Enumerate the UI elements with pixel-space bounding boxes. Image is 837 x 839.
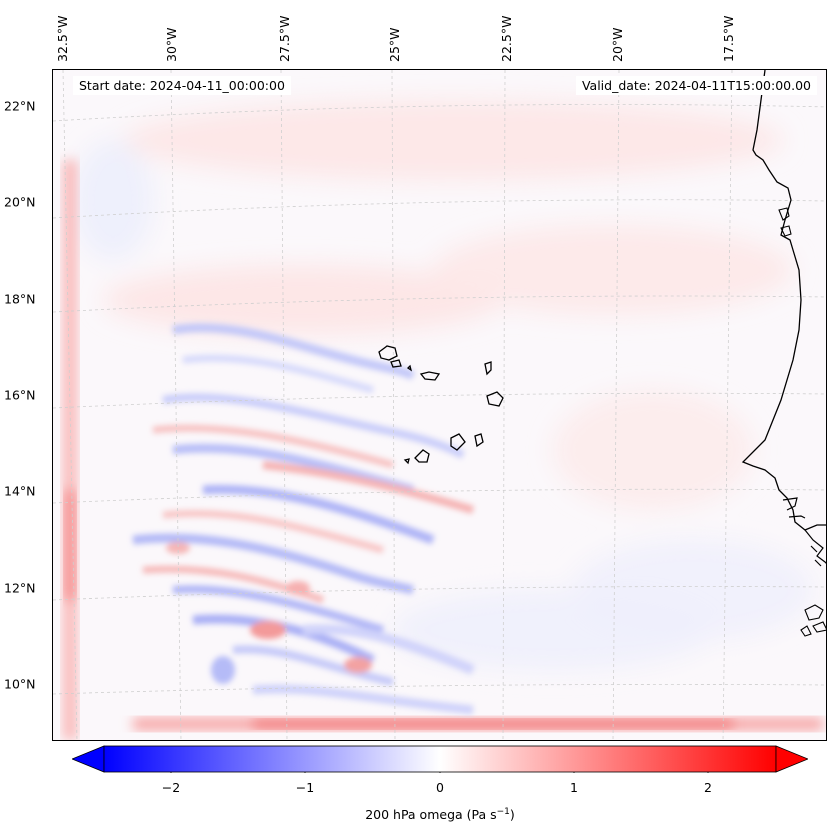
lat-label-14n: 14°N (4, 483, 36, 499)
lat-label-20n: 20°N (4, 194, 36, 210)
map-panel (52, 69, 827, 741)
colorbar-label-text: 200 hPa omega (Pa s (365, 807, 497, 823)
lat-label-22n: 22°N (4, 98, 36, 114)
lon-label-25w: 25°W (387, 27, 402, 62)
colorbar-extend-high (775, 745, 808, 773)
colorbar-extend-low (72, 745, 105, 773)
colorbar-tick-1: 1 (570, 780, 578, 795)
colorbar-tick-2: 2 (704, 780, 712, 795)
colorbar-tick-minus-2: −2 (161, 780, 181, 795)
island-santiago (450, 433, 466, 451)
colorbar-label-suffix: ) (509, 807, 515, 823)
colorbar (72, 745, 808, 773)
lon-label-17-5w: 17.5°W (721, 15, 736, 62)
island-sal (484, 361, 492, 376)
island-boa-vista (486, 391, 504, 407)
lon-label-20w: 20°W (610, 27, 625, 62)
coastline-islets-north (778, 207, 792, 237)
lon-label-27-5w: 27.5°W (277, 15, 292, 62)
gridlines (53, 70, 826, 740)
boundary-stripe-west-core (65, 490, 75, 600)
boundary-stripe-south-core (253, 720, 733, 728)
lon-label-30w: 30°W (164, 27, 179, 62)
coastline-gambia (782, 497, 806, 519)
omega-field-map (53, 70, 826, 740)
valid-date-label: Valid_date: 2024-04-11T15:00:00.00 (575, 76, 817, 95)
island-santo-antao (378, 345, 398, 361)
coastline-guinea-bissau (804, 529, 826, 567)
coastline-west-africa (741, 70, 826, 531)
gravity-wave-pattern (132, 323, 475, 715)
island-brava (403, 458, 410, 465)
coastline-bijagos (800, 604, 826, 637)
start-date-label: Start date: 2024-04-11_00:00:00 (73, 76, 291, 95)
colorbar-tick-0: 0 (436, 780, 444, 795)
colorbar-tick-minus-1: −1 (295, 780, 315, 795)
lon-label-32-5w: 32.5°W (55, 15, 70, 62)
island-sao-nicolau (419, 371, 441, 381)
lat-label-16n: 16°N (4, 387, 36, 403)
lat-label-12n: 12°N (4, 580, 36, 596)
lat-label-10n: 10°N (4, 676, 36, 692)
colorbar-gradient (103, 745, 777, 773)
island-santa-luzia (406, 364, 413, 372)
island-maio (474, 433, 484, 448)
colorbar-label: 200 hPa omega (Pa s−1) (0, 807, 837, 822)
lon-label-22-5w: 22.5°W (499, 15, 514, 62)
island-sao-vicente (390, 359, 402, 368)
cape-verde-islands (378, 345, 504, 465)
lat-label-18n: 18°N (4, 291, 36, 307)
colorbar-label-exponent: −1 (496, 807, 510, 817)
colorbar-ticks (170, 772, 709, 773)
island-fogo (414, 449, 430, 463)
